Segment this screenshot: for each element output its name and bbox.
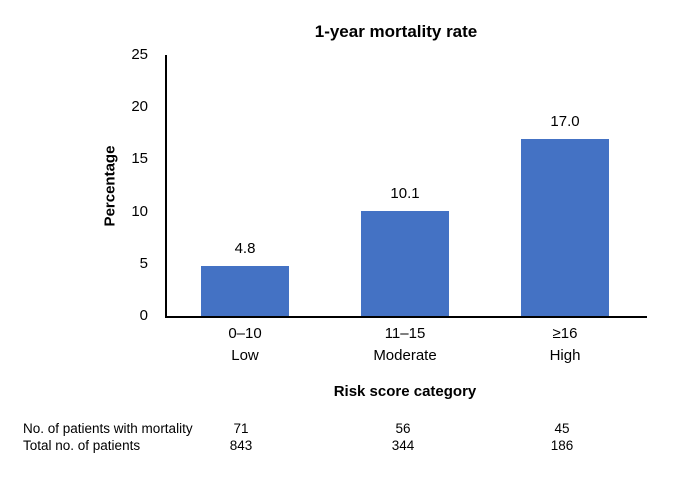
category-range: 11–15 (384, 325, 426, 342)
category-range: ≥16 (552, 325, 578, 342)
bar-value-label-low: 4.8 (234, 239, 256, 257)
table-value-r0-c0: 71 (233, 421, 249, 436)
plot-area (165, 55, 647, 318)
bar-value-label-high: 17.0 (550, 112, 580, 130)
x-category-high: ≥16 High (485, 323, 645, 367)
table-value-r1-c2: 186 (550, 438, 574, 453)
y-tick-5: 5 (139, 254, 148, 272)
bar-high (521, 138, 609, 316)
bar-moderate (361, 210, 449, 316)
table-value-r1-c1: 344 (391, 438, 415, 453)
y-tick-25: 25 (131, 46, 148, 63)
y-tick-10: 10 (131, 202, 148, 220)
category-level: Moderate (373, 347, 437, 364)
y-tick-15: 15 (131, 150, 148, 168)
x-category-moderate: 11–15 Moderate (325, 323, 485, 367)
table-value-r0-c1: 56 (395, 421, 411, 436)
table-value-r1-c0: 843 (229, 438, 253, 453)
x-category-low: 0–10 Low (165, 323, 325, 367)
y-tick-20: 20 (131, 98, 148, 116)
bar-low (201, 265, 289, 316)
chart-title: 1-year mortality rate (314, 22, 478, 41)
category-level: High (549, 347, 581, 364)
bar-value-label-moderate: 10.1 (390, 184, 420, 202)
table-row-label-1: Total no. of patients (23, 438, 141, 453)
x-axis-title: Risk score category (333, 383, 477, 400)
category-range: 0–10 (228, 325, 262, 342)
table-value-r0-c2: 45 (554, 421, 570, 436)
category-level: Low (231, 347, 259, 364)
y-tick-0: 0 (139, 307, 148, 324)
table-row-label-0: No. of patients with mortality (23, 421, 193, 436)
